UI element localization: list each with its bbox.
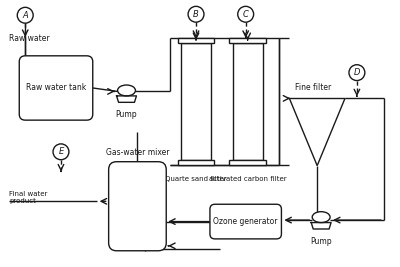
FancyBboxPatch shape: [210, 204, 282, 239]
Bar: [178, 160, 214, 165]
Text: Quarte sand filter: Quarte sand filter: [165, 176, 227, 182]
Bar: [178, 38, 214, 43]
FancyBboxPatch shape: [19, 56, 93, 120]
Polygon shape: [311, 223, 331, 229]
Bar: [229, 38, 266, 43]
Bar: [229, 160, 266, 165]
Circle shape: [349, 65, 365, 81]
Text: Fine filter: Fine filter: [295, 83, 331, 92]
Circle shape: [238, 6, 254, 22]
Text: C: C: [243, 10, 249, 19]
Text: Pump: Pump: [310, 237, 332, 246]
Text: activated carbon filter: activated carbon filter: [209, 176, 286, 182]
Circle shape: [17, 7, 33, 23]
Text: A: A: [22, 11, 28, 20]
FancyBboxPatch shape: [109, 162, 166, 251]
Text: Final water
product: Final water product: [9, 191, 48, 204]
Text: Raw water: Raw water: [9, 34, 50, 44]
Circle shape: [53, 144, 69, 160]
Ellipse shape: [118, 85, 136, 96]
Text: E: E: [58, 147, 64, 156]
Bar: [233, 43, 262, 160]
Bar: [181, 43, 211, 160]
Circle shape: [188, 6, 204, 22]
Text: Gas-water mixer: Gas-water mixer: [106, 148, 169, 157]
Text: B: B: [193, 10, 199, 19]
Text: Ozone generator: Ozone generator: [214, 217, 278, 226]
Text: D: D: [354, 68, 360, 77]
Text: Pump: Pump: [116, 110, 137, 119]
Text: Raw water tank: Raw water tank: [26, 84, 86, 92]
Polygon shape: [116, 96, 136, 102]
Ellipse shape: [312, 212, 330, 223]
